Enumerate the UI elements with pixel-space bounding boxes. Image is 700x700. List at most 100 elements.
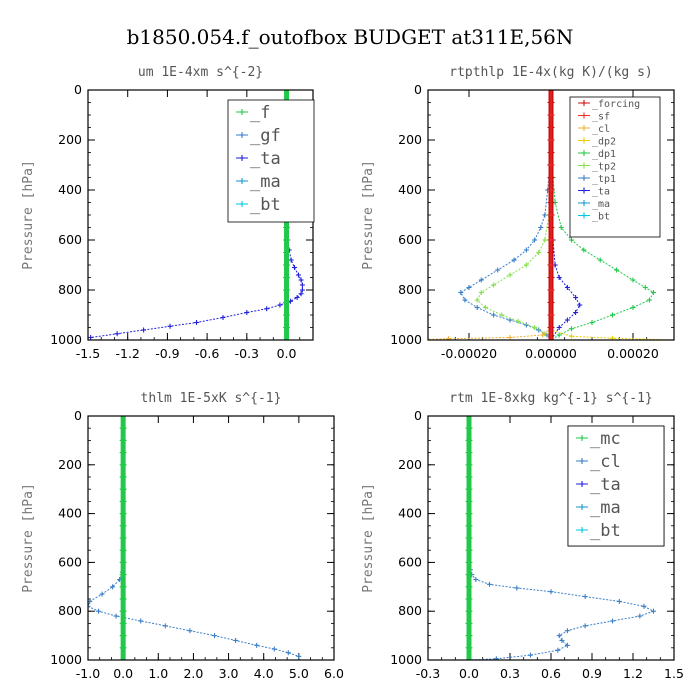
series-dp1 xyxy=(548,90,656,340)
y-axis-label: Pressure [hPa] xyxy=(21,160,36,270)
x-tick-label: 0.3 xyxy=(500,666,520,681)
legend-item: _dp1 xyxy=(578,149,616,160)
legend-label: _mc xyxy=(590,429,621,449)
legend-item: _ma xyxy=(236,172,281,192)
y-tick-label: 0 xyxy=(74,408,82,423)
series-cl xyxy=(428,90,554,340)
legend-label: _dp2 xyxy=(592,137,616,148)
series-mc xyxy=(465,416,473,660)
panel-title: um 1E-4xm s^{-2} xyxy=(138,65,263,80)
legend-item: _ma xyxy=(578,199,610,210)
y-tick-label: 200 xyxy=(398,132,422,147)
series-line xyxy=(460,90,552,340)
x-tick-label: -0.3 xyxy=(416,666,440,681)
legend-label: _cl xyxy=(592,124,610,135)
legend-label: _dp1 xyxy=(592,149,616,160)
x-tick-label: -0.6 xyxy=(195,346,219,361)
y-tick-label: 400 xyxy=(398,506,422,521)
axes-frame xyxy=(87,415,335,661)
x-tick-label: -0.9 xyxy=(155,346,179,361)
legend-item: _ta xyxy=(236,149,281,169)
figure-title: b1850.054.f_outofbox BUDGET at311E,56N xyxy=(127,25,574,49)
legend-label: _sf xyxy=(592,112,610,123)
legend-item: _ma xyxy=(576,498,621,518)
legend: _forcing _sf_cl _dp2_dp1 _tp2_tp1 _ta_ma _bt xyxy=(569,96,661,238)
legend-label: _ma xyxy=(590,498,621,518)
legend-label: _gf xyxy=(250,126,281,146)
y-tick-label: 800 xyxy=(398,282,422,297)
y-tick-label: 0 xyxy=(414,82,422,97)
y-tick-label: 1000 xyxy=(390,652,422,667)
axes-frame xyxy=(427,415,675,661)
panel-title: rtpthlp 1E-4x(kg K)/(kg s) xyxy=(449,65,653,80)
legend-item: _bt xyxy=(576,521,621,541)
x-tick-label: 3.0 xyxy=(219,666,239,681)
y-axis-label: Pressure [hPa] xyxy=(361,160,376,270)
legend-label: _ta xyxy=(590,475,621,495)
x-tick-label: -0.3 xyxy=(235,346,259,361)
series-mc xyxy=(119,416,127,660)
legend-item: _bt xyxy=(578,212,610,223)
x-tick-label: -1.2 xyxy=(116,346,140,361)
legend: _f _gf _ta _ma _bt xyxy=(227,99,315,223)
chart-panel-1: um 1E-4xm s^{-2} Pressure [hPa] 0 200 400 600… xyxy=(21,65,315,361)
legend-item: _f xyxy=(236,103,270,123)
legend-label: _f xyxy=(250,103,270,123)
legend-item: _cl xyxy=(576,452,621,472)
x-tick-label: 1.5 xyxy=(664,666,684,681)
y-axis-label: Pressure [hPa] xyxy=(21,483,36,593)
legend-item: _dp2 xyxy=(578,137,616,148)
x-tick-label: 0.00020 xyxy=(607,346,659,361)
series-cl xyxy=(88,416,302,660)
legend-item: _tp1 xyxy=(578,174,616,185)
panel-title: thlm 1E-5xK s^{-1} xyxy=(141,391,282,406)
x-tick-label: 0.0 xyxy=(113,666,133,681)
y-tick-label: 400 xyxy=(58,182,82,197)
legend-label: _forcing xyxy=(592,99,640,110)
legend-item: _forcing xyxy=(578,99,640,110)
chart-panel-3: thlm 1E-5xK s^{-1} Pressure [hPa] 0 200 400 6… xyxy=(21,391,665,681)
x-tick-label: 0.0 xyxy=(277,346,297,361)
legend-label: _cl xyxy=(590,452,621,472)
y-tick-label: 600 xyxy=(398,232,422,247)
x-tick-label: 5.0 xyxy=(289,666,309,681)
legend-item: _gf xyxy=(236,126,281,146)
y-tick-label: 1000 xyxy=(50,332,82,347)
series-tp2 xyxy=(474,90,554,340)
panel-title: rtm 1E-8xkg kg^{-1} s^{-1} xyxy=(449,391,653,406)
legend-item: _ta xyxy=(576,475,621,495)
x-tick-label: 1.2 xyxy=(623,666,643,681)
y-tick-label: 800 xyxy=(398,603,422,618)
x-tick-label: 0.6 xyxy=(541,666,561,681)
legend: _mc _cl _ta _ma _bt xyxy=(567,425,665,547)
legend-label: _bt xyxy=(592,212,610,223)
plot-area xyxy=(428,90,674,340)
series-tp1 xyxy=(458,90,554,340)
y-tick-label: 400 xyxy=(398,182,422,197)
x-tick-label: -1.5 xyxy=(76,346,100,361)
x-tick-label: 2.0 xyxy=(183,666,203,681)
y-tick-label: 800 xyxy=(58,282,82,297)
y-tick-label: 600 xyxy=(58,554,82,569)
legend-item: _sf xyxy=(578,112,610,123)
x-tick-label: 0.9 xyxy=(582,666,602,681)
legend-label: _ta xyxy=(592,187,610,198)
legend-box xyxy=(569,96,661,238)
legend-label: _bt xyxy=(590,521,621,541)
chart-panel-4: rtm 1E-8xkg kg^{-1} s^{-1} Pressure [hPa]… xyxy=(361,391,684,681)
series-line xyxy=(550,90,581,340)
y-tick-label: 200 xyxy=(58,457,82,472)
series-line xyxy=(88,416,300,660)
legend-label: _ta xyxy=(250,149,281,169)
y-tick-label: 1000 xyxy=(50,652,82,667)
y-axis-label: Pressure [hPa] xyxy=(361,483,376,593)
y-tick-label: 400 xyxy=(58,506,82,521)
legend-label: _tp1 xyxy=(592,174,616,185)
legend-label: _ma xyxy=(250,172,281,192)
chart-panel-2: rtpthlp 1E-4x(kg K)/(kg s) Pressure [hPa]… xyxy=(361,65,675,361)
series-line xyxy=(550,90,655,340)
x-tick-label: -1.0 xyxy=(76,666,100,681)
y-tick-label: 600 xyxy=(58,232,82,247)
x-tick-label: -0.00020 xyxy=(441,346,497,361)
legend-item: _bt xyxy=(236,195,281,215)
